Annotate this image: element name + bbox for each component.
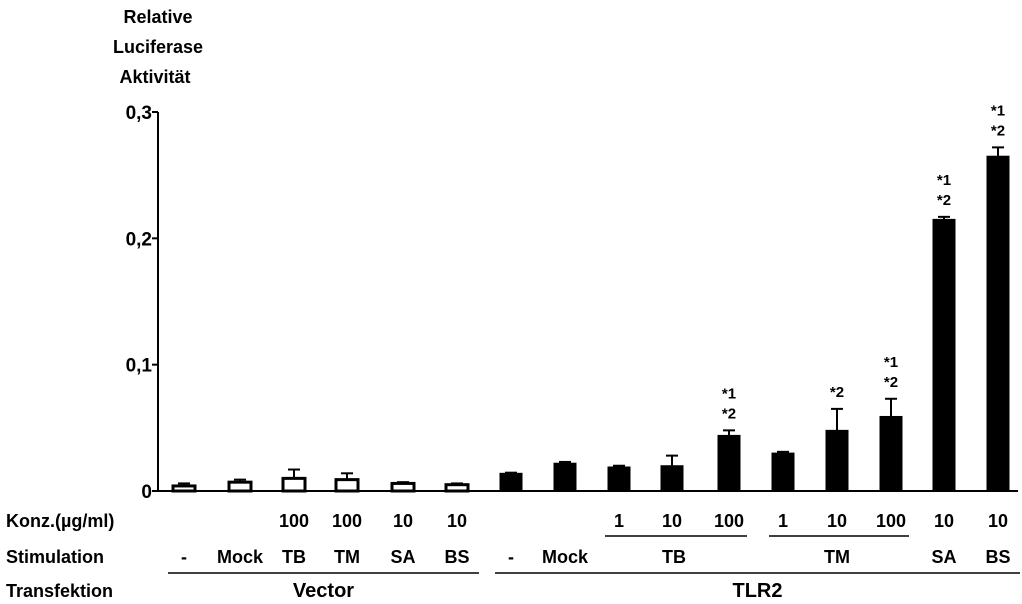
significance-label: *1	[991, 102, 1005, 119]
bar	[499, 472, 523, 492]
bar	[660, 465, 684, 492]
bar	[227, 480, 253, 493]
transfection-group-label: TLR2	[733, 580, 783, 602]
concentration-label: 10	[662, 511, 682, 531]
concentration-label: 10	[393, 511, 413, 531]
concentration-label: 10	[827, 511, 847, 531]
concentration-label: 10	[988, 511, 1008, 531]
significance-label: *2	[722, 405, 736, 422]
condition-table: Konz.(µg/ml) Stimulation Transfektion 100 10…	[6, 511, 1020, 602]
y-axis-title-line: Luciferase	[113, 37, 203, 57]
y-axis-label: Relative Luciferase Aktivität	[113, 7, 203, 87]
y-tick-label: 0,2	[126, 229, 152, 250]
stimulation-label: Mock	[542, 547, 589, 567]
bar	[879, 415, 903, 492]
concentration-label: 10	[447, 511, 467, 531]
transfection-group-label: Vector	[293, 580, 354, 602]
significance-label: *2	[884, 374, 898, 391]
bar	[281, 476, 307, 493]
significance-label: *2	[991, 122, 1005, 139]
bar	[444, 483, 470, 493]
stimulation-label: SA	[390, 547, 415, 567]
stimulation-label: BS	[985, 547, 1010, 567]
concentration-label: 100	[714, 511, 744, 531]
significance-label: *1	[722, 385, 736, 402]
bar	[825, 429, 849, 492]
stimulation-label: -	[181, 547, 187, 567]
row-label-konz: Konz.(µg/ml)	[6, 511, 114, 531]
stimulation-label: SA	[931, 547, 956, 567]
concentration-label: 10	[934, 511, 954, 531]
significance-label: *1	[884, 354, 898, 371]
y-axis-title-line: Relative	[123, 7, 192, 27]
bar	[717, 434, 741, 492]
bar	[607, 466, 631, 492]
bar	[171, 484, 197, 493]
concentration-label: 1	[614, 511, 624, 531]
y-tick-label: 0,3	[126, 103, 152, 124]
bar	[771, 452, 795, 492]
bar	[390, 481, 416, 493]
stimulation-label: Mock	[217, 547, 264, 567]
bar	[986, 155, 1010, 492]
y-tick-label: 0	[141, 482, 152, 503]
concentration-label: 100	[332, 511, 362, 531]
concentration-label: 100	[876, 511, 906, 531]
stimulation-group-label: TM	[824, 547, 850, 567]
bars	[171, 146, 1010, 493]
significance-label: *2	[937, 192, 951, 209]
stimulation-label: BS	[444, 547, 469, 567]
stimulation-label: TB	[282, 547, 306, 567]
significance-label: *1	[937, 172, 951, 189]
bar	[334, 478, 360, 493]
stimulation-group-label: TB	[662, 547, 686, 567]
y-tick-label: 0,1	[126, 356, 153, 377]
row-label-transfektion: Transfektion	[6, 581, 113, 601]
concentration-label: 100	[279, 511, 309, 531]
concentration-label: 1	[778, 511, 788, 531]
bar	[932, 218, 956, 492]
significance-label: *2	[830, 384, 844, 401]
y-axis-title-line: Aktivität	[119, 67, 190, 87]
significance-annotations: *1 *2 *2 *1 *2 *1 *2 *1 *2	[722, 102, 1005, 422]
row-label-stimulation: Stimulation	[6, 547, 104, 567]
bar	[553, 462, 577, 492]
stimulation-label: -	[508, 547, 514, 567]
stimulation-label: TM	[334, 547, 360, 567]
